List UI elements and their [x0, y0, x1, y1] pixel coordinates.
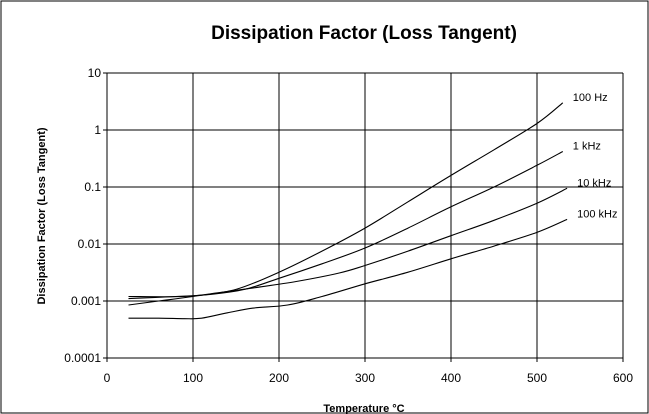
- y-axis-label: Dissipation Factor (Loss Tangent): [36, 127, 48, 304]
- series-label-100-hz: 100 Hz: [573, 92, 608, 104]
- x-tick-label: 200: [269, 371, 289, 385]
- x-tick-label: 400: [441, 371, 461, 385]
- series-line-100-khz: [128, 218, 568, 320]
- chart-title: Dissipation Factor (Loss Tangent): [211, 23, 517, 44]
- series-label-1-khz: 1 kHz: [573, 140, 601, 152]
- x-tick-label: 300: [355, 371, 375, 385]
- grid-lines: [103, 72, 624, 362]
- y-tick-label: 10: [88, 66, 102, 80]
- series-label-100-khz: 100 kHz: [577, 208, 617, 220]
- y-tick-label: 0.0001: [64, 351, 101, 365]
- y-tick-label: 0.01: [78, 237, 102, 251]
- y-tick-label: 1: [94, 123, 101, 137]
- series-label-10-khz: 10 kHz: [577, 177, 611, 189]
- x-tick-label: 100: [183, 371, 203, 385]
- series-labels: 100 Hz 1 kHz 10 kHz 100 kHz: [573, 92, 618, 221]
- x-tick-label: 600: [613, 371, 633, 385]
- x-axis-label: Temperature °C: [323, 403, 404, 414]
- x-tick-label: 0: [104, 371, 111, 385]
- y-tick-label: 0.1: [84, 180, 101, 194]
- y-tick-label: 0.001: [71, 294, 101, 308]
- series-lines: [128, 102, 568, 320]
- x-tick-label: 500: [527, 371, 547, 385]
- series-line-10-khz: [128, 187, 568, 298]
- tick-labels: 0 100 200 300 400 500 600 0.0001 0.001 0.01 0.1 1 10: [64, 66, 633, 385]
- series-line-100-hz: [128, 102, 564, 306]
